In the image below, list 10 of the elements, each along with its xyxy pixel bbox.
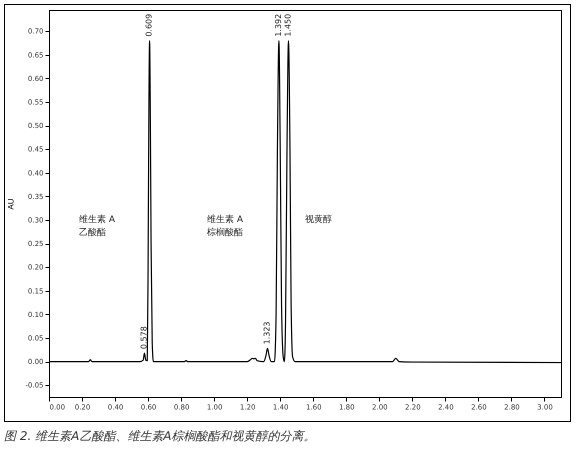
annotation: 0.578 <box>139 326 148 350</box>
annotation: 0.609 <box>144 14 154 37</box>
annotation: 1.323 <box>262 321 272 344</box>
annotation: 1.392 <box>274 14 283 37</box>
annotation: 维生素 A 棕榈酸酯 <box>207 214 244 238</box>
annotation: 维生素 A 乙酸酯 <box>79 214 116 238</box>
y-axis-title: AU <box>6 198 16 210</box>
annotation: 1.450 <box>283 14 292 37</box>
caption: 图 2. 维生素A乙酸酯、维生素A棕榈酸酯和视黄醇的分离。 <box>4 428 316 445</box>
annotation: 视黄醇 <box>305 214 332 225</box>
